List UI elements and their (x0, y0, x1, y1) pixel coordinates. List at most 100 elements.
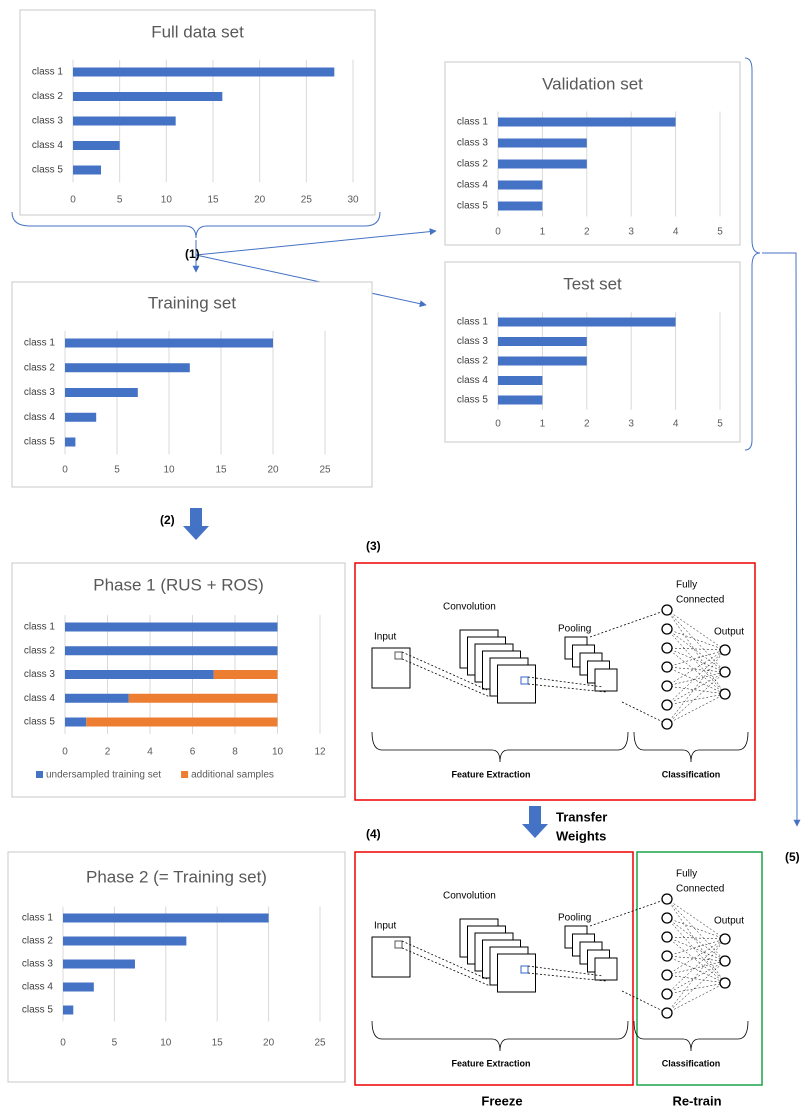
category-label: class 1 (32, 67, 64, 78)
brace (371, 1020, 629, 1052)
chart-title: Phase 1 (RUS + ROS) (93, 575, 264, 594)
neuron (719, 977, 731, 989)
dash-link (666, 982, 726, 995)
dash-link (527, 965, 604, 977)
category-label: class 3 (457, 138, 489, 149)
category-label: class 2 (24, 645, 56, 656)
dash-link (666, 647, 726, 673)
dash-link (666, 628, 726, 673)
legend-swatch (181, 771, 189, 778)
category-label: class 3 (457, 336, 489, 347)
dash-link (527, 683, 607, 693)
bar (498, 180, 543, 190)
neuron (661, 912, 673, 924)
x-tick-label: 20 (254, 195, 266, 206)
retrain-label: Re-train (672, 1093, 721, 1108)
x-tick-label: 2 (584, 419, 590, 430)
neuron (661, 699, 673, 711)
x-tick-label: 1 (540, 227, 546, 238)
x-tick-label: 0 (60, 1038, 66, 1049)
x-tick-label: 0 (62, 465, 68, 476)
category-label: class 3 (24, 669, 56, 680)
neuron (661, 642, 673, 654)
network-label: Classification (662, 1058, 721, 1068)
dash-link (401, 651, 488, 691)
x-tick-label: 10 (163, 465, 175, 476)
block-arrow (183, 508, 209, 540)
bar (498, 138, 587, 148)
dash-link (666, 974, 726, 984)
eval-brace (744, 57, 761, 451)
bar (73, 67, 335, 77)
bar (498, 317, 676, 327)
category-label: class 5 (457, 201, 489, 212)
dash-link (666, 955, 726, 962)
network-label: Output (714, 627, 744, 638)
x-tick-label: 5 (717, 419, 723, 430)
legend-swatch (36, 771, 43, 778)
dash-link (621, 990, 668, 1014)
category-label: class 2 (457, 356, 489, 367)
category-label: class 5 (457, 395, 489, 406)
x-tick-label: 5 (717, 227, 723, 238)
x-tick-label: 5 (114, 465, 120, 476)
category-label: class 4 (24, 693, 56, 704)
x-tick-label: 25 (301, 195, 313, 206)
neuron (661, 969, 673, 981)
bar (498, 356, 587, 366)
chart-frame (11, 281, 373, 488)
x-tick-label: 30 (347, 195, 359, 206)
x-tick-label: 4 (147, 747, 153, 758)
bar-segment (65, 646, 278, 656)
category-label: class 4 (32, 140, 64, 151)
category-label: class 5 (22, 1005, 54, 1016)
dash-link (666, 938, 726, 976)
bar (498, 159, 587, 169)
bar-segment (65, 717, 87, 727)
x-tick-label: 2 (105, 747, 111, 758)
bar (498, 395, 543, 405)
x-tick-label: 0 (70, 195, 76, 206)
x-tick-label: 25 (319, 465, 331, 476)
dash-link (666, 898, 726, 984)
dash-link (589, 898, 668, 927)
pool-map (594, 957, 618, 981)
network-label: Pooling (558, 913, 591, 924)
x-tick-label: 4 (673, 419, 679, 430)
bar (73, 141, 120, 150)
bar (498, 337, 587, 346)
pool-map (594, 668, 618, 692)
chart-frame (444, 61, 741, 246)
dash-link (666, 649, 726, 687)
category-label: class 3 (32, 116, 64, 127)
dash-link (666, 609, 726, 673)
bar (498, 117, 676, 127)
split-brace (11, 211, 381, 239)
step-label: (4) (366, 827, 381, 841)
bar-segment (86, 717, 278, 727)
x-tick-label: 1 (540, 419, 546, 430)
dash-link (666, 955, 726, 984)
neuron (661, 623, 673, 635)
network-label: Fully (676, 869, 697, 880)
input-map (371, 647, 411, 689)
kernel (520, 676, 529, 685)
category-label: class 1 (24, 622, 56, 633)
x-tick-label: 4 (673, 227, 679, 238)
dash-link (527, 972, 607, 982)
dash-link (666, 936, 726, 984)
dash-link (401, 940, 488, 980)
chart-title: Training set (148, 293, 236, 312)
bar-segment (65, 693, 129, 703)
brace (633, 731, 749, 763)
neuron (719, 955, 731, 967)
neuron (719, 688, 731, 700)
bar (73, 165, 101, 175)
freeze-label: Freeze (481, 1093, 522, 1108)
neuron (661, 661, 673, 673)
dash-link (666, 647, 726, 695)
category-label: class 1 (457, 317, 489, 328)
chart-title: Validation set (542, 74, 643, 93)
chart-frame (19, 9, 376, 216)
bar-segment (213, 670, 278, 679)
